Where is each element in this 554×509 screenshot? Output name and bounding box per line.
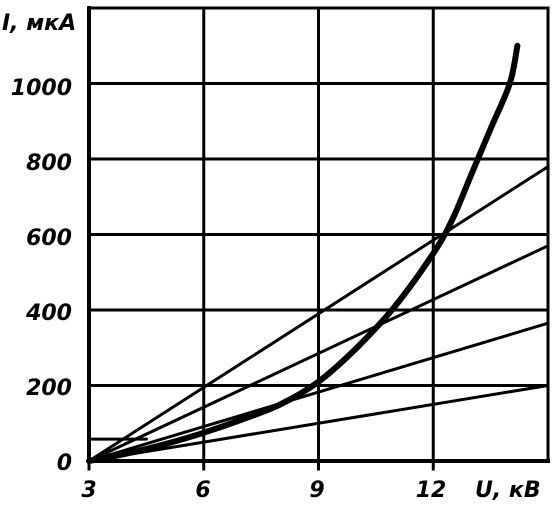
x-axis-title: U, кВ [475, 478, 541, 503]
y-tick-label: 600 [26, 226, 72, 251]
series-group [86, 42, 550, 464]
x-tick-label: 3 [81, 478, 96, 503]
y-tick-label: 800 [26, 151, 72, 176]
x-tick-label: 9 [309, 478, 324, 503]
series-line-thick [86, 42, 521, 464]
series-line-1 [87, 165, 550, 463]
x-tick-label: 6 [195, 478, 210, 503]
grid [87, 6, 550, 471]
y-tick-label: 200 [26, 376, 72, 401]
y-tick-label: 400 [25, 301, 72, 326]
series-line-4 [87, 384, 550, 463]
y-tick-label: 1000 [11, 76, 72, 101]
y-tick-labels: 0 200 400 600 800 1000 [11, 76, 72, 476]
y-axis-title: I, мкА [2, 11, 76, 36]
y-tick-label: 0 [57, 451, 72, 476]
x-tick-labels: 3 6 9 12 [81, 478, 446, 503]
x-tick-label: 12 [416, 478, 447, 503]
series-line-3 [87, 321, 550, 463]
series-line-2 [87, 244, 550, 463]
